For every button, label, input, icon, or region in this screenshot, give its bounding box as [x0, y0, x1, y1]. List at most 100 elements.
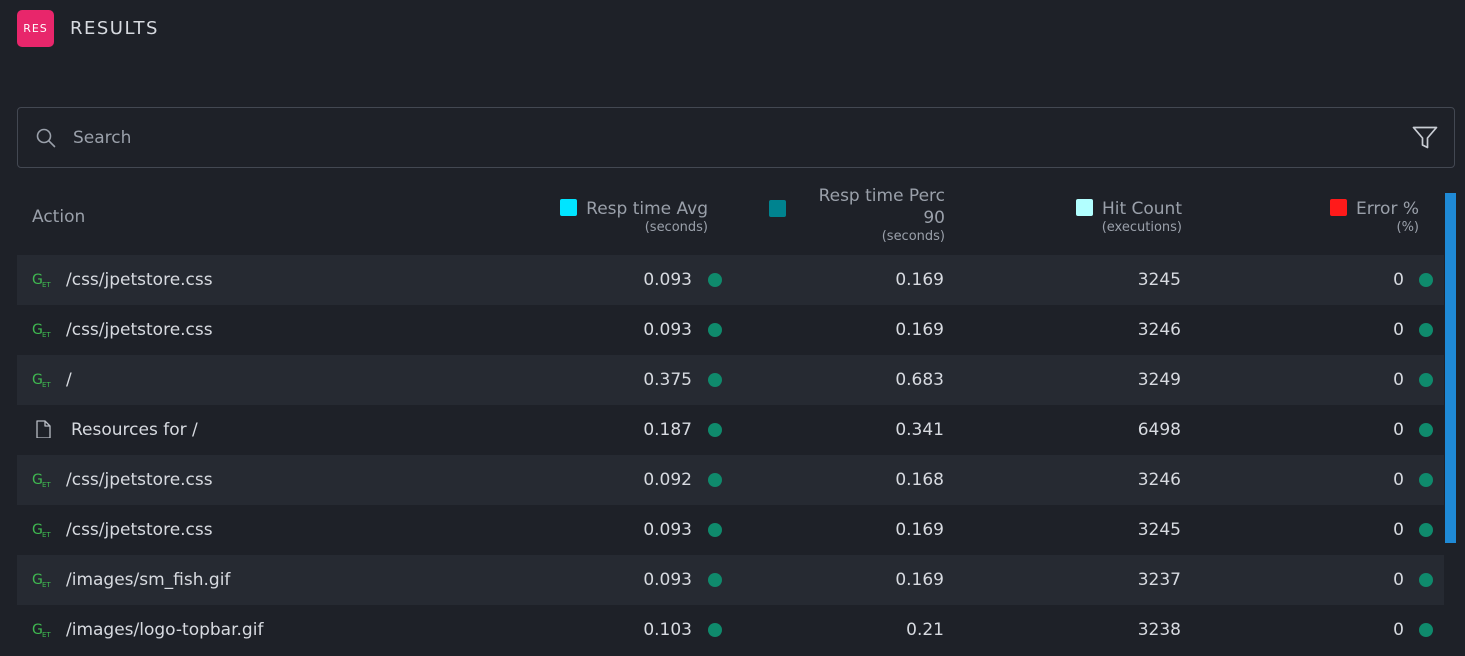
column-header-resp-perc[interactable]: Resp time Perc 90 (seconds) [769, 185, 945, 245]
error-value: 0 [1393, 320, 1404, 340]
svg-text:G: G [32, 372, 43, 388]
svg-text:G: G [32, 622, 43, 638]
table-row[interactable]: G ET /css/jpetstore.css 0.092 0.168 3246 … [17, 455, 1444, 505]
svg-text:G: G [32, 322, 43, 338]
column-label: Action [32, 207, 86, 227]
table-row[interactable]: G ET /images/sm_fish.gif 0.093 0.169 3237… [17, 555, 1444, 605]
error-value: 0 [1393, 570, 1404, 590]
get-method-icon: G ET [32, 272, 51, 289]
file-icon [36, 420, 51, 438]
resp-perc-value: 0.168 [895, 470, 944, 490]
column-label: Resp time Perc [818, 186, 945, 206]
svg-text:G: G [32, 272, 43, 288]
table-row[interactable]: G ET / 0.375 0.683 3249 0 [17, 355, 1444, 405]
resp-avg-status-dot [708, 573, 722, 587]
svg-text:ET: ET [42, 381, 51, 389]
table-row[interactable]: G ET /css/jpetstore.css 0.093 0.169 3245 … [17, 255, 1444, 305]
column-label: Hit Count [1101, 199, 1182, 219]
resp-perc-value: 0.169 [895, 270, 944, 290]
action-label: /css/jpetstore.css [66, 520, 213, 540]
column-header-action[interactable]: Action [32, 206, 85, 228]
svg-text:ET: ET [42, 331, 51, 339]
page-title: RESULTS [70, 18, 159, 39]
resp-perc-value: 0.169 [895, 570, 944, 590]
resp-perc-value: 0.169 [895, 320, 944, 340]
table-row[interactable]: G ET /css/jpetstore.css 0.093 0.169 3246 … [17, 305, 1444, 355]
search-bar [17, 107, 1455, 168]
resp-avg-status-dot [708, 373, 722, 387]
resp-avg-value: 0.187 [643, 420, 692, 440]
search-input[interactable] [73, 122, 1373, 154]
column-header-hit-count[interactable]: Hit Count (executions) [1057, 198, 1182, 236]
column-header-resp-avg[interactable]: Resp time Avg (seconds) [547, 198, 708, 236]
resp-avg-value: 0.103 [643, 620, 692, 640]
error-status-dot [1419, 623, 1433, 637]
svg-text:ET: ET [42, 531, 51, 539]
action-label: / [66, 370, 72, 390]
results-badge: RES [17, 10, 54, 47]
hit-count-value: 3245 [1137, 520, 1181, 540]
resp-perc-value: 0.21 [906, 620, 944, 640]
get-method-icon: G ET [32, 522, 51, 539]
error-swatch [1330, 199, 1347, 216]
svg-text:G: G [32, 472, 43, 488]
table-body: G ET /css/jpetstore.css 0.093 0.169 3245 … [17, 255, 1444, 655]
error-value: 0 [1393, 420, 1404, 440]
filter-icon[interactable] [1412, 126, 1438, 150]
error-status-dot [1419, 273, 1433, 287]
action-label: /css/jpetstore.css [66, 270, 213, 290]
column-unit: (seconds) [881, 229, 945, 244]
table-row[interactable]: G ET /images/logo-topbar.gif 0.103 0.21 3… [17, 605, 1444, 655]
resp-avg-status-dot [708, 273, 722, 287]
table-header: Action Resp time Avg (seconds) Resp time… [17, 180, 1444, 255]
column-unit: (%) [1396, 220, 1420, 235]
hit-count-value: 3249 [1137, 370, 1181, 390]
action-label: /images/logo-topbar.gif [66, 620, 264, 640]
resp-perc-swatch [769, 200, 786, 217]
error-value: 0 [1393, 270, 1404, 290]
search-icon [36, 128, 56, 148]
hit-count-swatch [1075, 199, 1093, 216]
resp-avg-value: 0.093 [643, 520, 692, 540]
column-header-error[interactable]: Error % (%) [1307, 198, 1419, 236]
action-label: /images/sm_fish.gif [66, 570, 231, 590]
error-value: 0 [1393, 470, 1404, 490]
resp-avg-swatch [560, 199, 578, 216]
column-label: Resp time Avg [586, 199, 708, 219]
error-status-dot [1419, 523, 1433, 537]
resp-avg-status-dot [708, 423, 722, 437]
hit-count-value: 3246 [1137, 320, 1181, 340]
get-method-icon: G ET [32, 322, 51, 339]
svg-text:ET: ET [42, 481, 51, 489]
resp-avg-value: 0.093 [643, 570, 692, 590]
get-method-icon: G ET [32, 622, 51, 639]
error-status-dot [1419, 323, 1433, 337]
svg-text:ET: ET [42, 281, 51, 289]
results-table: Action Resp time Avg (seconds) Resp time… [17, 180, 1444, 655]
get-method-icon: G ET [32, 472, 51, 489]
action-label: Resources for / [71, 420, 198, 440]
table-row[interactable]: G ET /css/jpetstore.css 0.093 0.169 3245 … [17, 505, 1444, 555]
scrollbar-thumb[interactable] [1445, 193, 1456, 543]
hit-count-value: 3237 [1137, 570, 1181, 590]
resp-avg-status-dot [708, 473, 722, 487]
error-status-dot [1419, 573, 1433, 587]
column-label-line2: 90 [923, 208, 945, 228]
svg-text:ET: ET [42, 631, 51, 639]
resp-avg-status-dot [708, 623, 722, 637]
action-label: /css/jpetstore.css [66, 320, 213, 340]
svg-text:G: G [32, 572, 43, 588]
column-unit: (seconds) [644, 220, 708, 235]
resp-avg-value: 0.092 [643, 470, 692, 490]
resp-perc-value: 0.169 [895, 520, 944, 540]
get-method-icon: G ET [32, 572, 51, 589]
svg-text:ET: ET [42, 581, 51, 589]
column-unit: (executions) [1101, 220, 1182, 235]
hit-count-value: 6498 [1137, 420, 1181, 440]
resp-avg-status-dot [708, 523, 722, 537]
error-value: 0 [1393, 370, 1404, 390]
table-row[interactable]: Resources for / 0.187 0.341 6498 0 [17, 405, 1444, 455]
error-status-dot [1419, 373, 1433, 387]
svg-text:G: G [32, 522, 43, 538]
